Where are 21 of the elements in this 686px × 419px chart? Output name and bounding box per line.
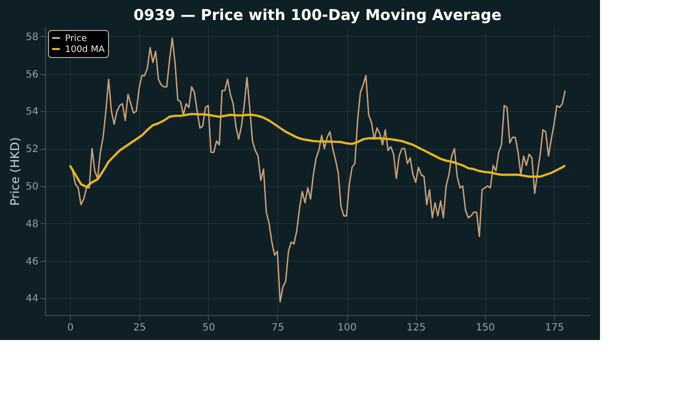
x-tick-label: 150 [476, 322, 495, 334]
x-tick-label: 50 [202, 322, 216, 334]
x-tick-label: 75 [272, 322, 284, 334]
y-tick-label: 48 [26, 218, 38, 230]
x-tick-label: 100 [338, 322, 357, 334]
y-tick-label: 52 [26, 144, 38, 156]
x-tick-label: 175 [544, 322, 564, 334]
y-tick-label: 44 [26, 294, 38, 305]
y-tick-label: 54 [26, 106, 38, 118]
legend-label: 100d MA [65, 45, 106, 55]
y-axis-title: Price (HKD) [8, 137, 22, 206]
line-series [68, 112, 566, 188]
y-tick-label: 58 [26, 32, 38, 43]
y-tick-label: 56 [26, 69, 38, 80]
y-tick-label: 46 [26, 256, 38, 268]
y-tick-label: 50 [26, 181, 38, 192]
chart-title: 0939 — Price with 100-Day Moving Average [134, 6, 502, 24]
legend-label: Price [65, 34, 88, 44]
x-tick-label: 125 [406, 322, 426, 334]
x-tick-label: 25 [133, 322, 146, 334]
x-tick-label: 0 [67, 322, 74, 334]
